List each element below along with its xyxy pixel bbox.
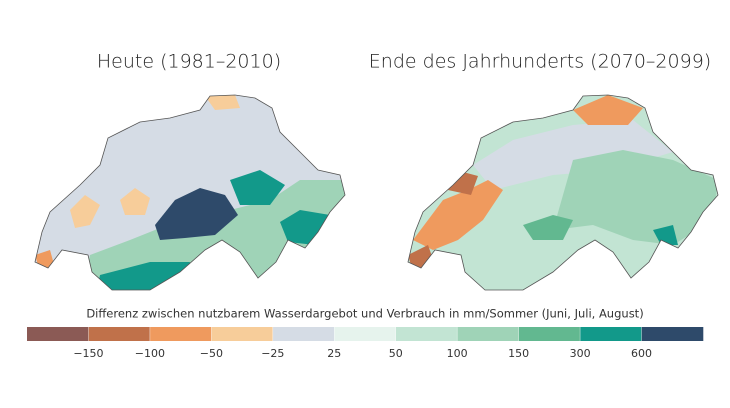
legend-tick-label: 150 bbox=[508, 347, 529, 360]
legend-swatch bbox=[641, 327, 704, 341]
region bbox=[413, 180, 503, 250]
region bbox=[205, 95, 240, 110]
region bbox=[473, 120, 673, 190]
map-title: Heute (1981–2010) bbox=[97, 51, 281, 73]
legend-tick-label: 25 bbox=[327, 347, 341, 360]
map-title: Ende des Jahrhunderts (2070–2099) bbox=[369, 51, 711, 73]
region bbox=[553, 150, 718, 245]
legend-swatch bbox=[211, 327, 274, 341]
legend-tick-label: 50 bbox=[389, 347, 403, 360]
legend-title: Differenz zwischen nutzbarem Wasserdarge… bbox=[86, 307, 643, 321]
region bbox=[523, 215, 573, 240]
legend-tick-label: 600 bbox=[631, 347, 652, 360]
region bbox=[70, 195, 100, 228]
legend-tick-label: −100 bbox=[135, 347, 165, 360]
region bbox=[155, 188, 238, 240]
legend-tick-label: −25 bbox=[261, 347, 284, 360]
legend-tick-label: −50 bbox=[200, 347, 223, 360]
legend-swatch bbox=[88, 327, 151, 341]
legend-swatch bbox=[149, 327, 212, 341]
legend-tick-label: 300 bbox=[570, 347, 591, 360]
region bbox=[448, 172, 478, 195]
legend-swatch bbox=[272, 327, 335, 341]
legend-swatch bbox=[334, 327, 397, 341]
legend-tick-label: −150 bbox=[73, 347, 103, 360]
region bbox=[653, 225, 678, 245]
region bbox=[573, 95, 643, 125]
legend-swatch bbox=[395, 327, 458, 341]
legend: −150 −100 −50 −25 25 50 100 150 300 600 bbox=[27, 327, 704, 360]
legend-tick-label: 100 bbox=[447, 347, 468, 360]
legend-swatch bbox=[27, 327, 89, 341]
map-left bbox=[35, 95, 345, 290]
region bbox=[120, 188, 150, 215]
legend-swatch bbox=[580, 327, 642, 341]
region bbox=[95, 262, 190, 290]
legend-swatch bbox=[457, 327, 519, 341]
legend-swatch bbox=[518, 327, 581, 341]
map-right bbox=[407, 94, 719, 291]
region bbox=[230, 170, 285, 205]
